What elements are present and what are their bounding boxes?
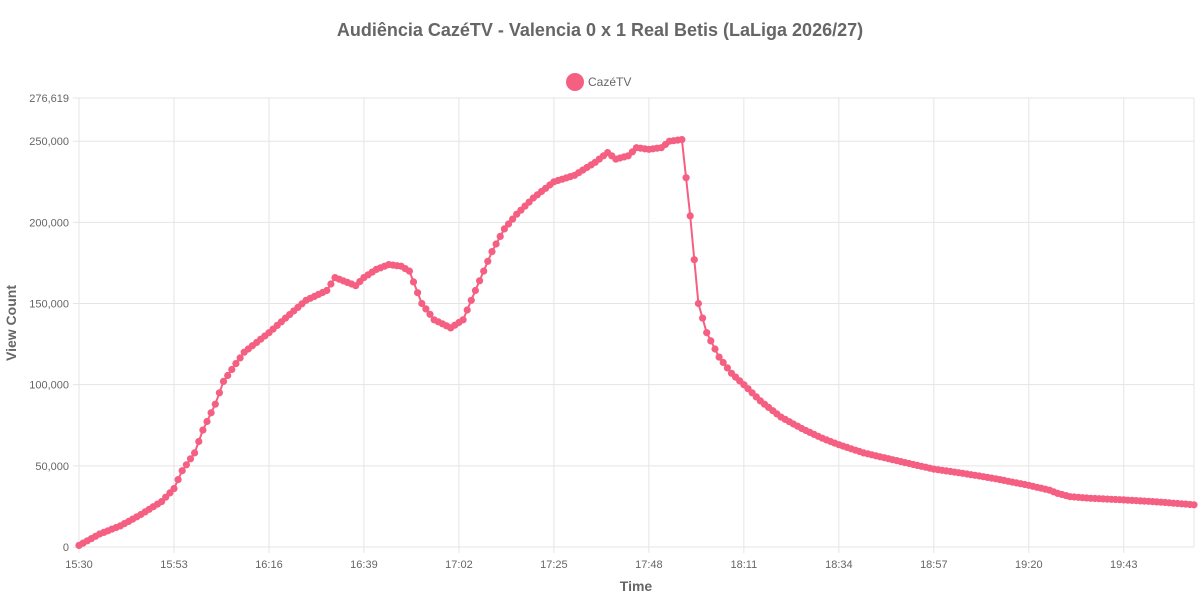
x-tick-label: 16:39: [350, 559, 378, 571]
data-point[interactable]: [686, 212, 694, 220]
x-tick-label: 18:34: [825, 559, 853, 571]
legend-marker: [566, 73, 584, 91]
x-tick-label: 17:02: [445, 559, 473, 571]
x-tick-label: 18:57: [920, 559, 948, 571]
x-tick-label: 15:53: [160, 559, 188, 571]
data-point[interactable]: [484, 257, 492, 265]
data-point[interactable]: [496, 232, 504, 240]
y-tick-label: 0: [63, 542, 69, 554]
data-point[interactable]: [459, 316, 467, 324]
data-point[interactable]: [199, 426, 207, 434]
data-point[interactable]: [723, 364, 732, 372]
data-point[interactable]: [418, 299, 426, 308]
y-tick-label: 50,000: [35, 461, 69, 473]
data-point[interactable]: [211, 400, 219, 408]
data-point[interactable]: [327, 280, 335, 288]
x-tick-label: 15:30: [65, 559, 93, 571]
data-point[interactable]: [707, 337, 715, 345]
x-tick-label: 16:16: [255, 559, 283, 571]
data-point[interactable]: [1190, 501, 1198, 509]
y-axis-title: View Count: [3, 285, 19, 361]
data-point[interactable]: [422, 305, 430, 313]
data-point[interactable]: [178, 467, 186, 475]
legend[interactable]: CazéTV: [566, 73, 631, 91]
data-point[interactable]: [224, 371, 232, 380]
x-tick-label: 19:43: [1110, 559, 1138, 571]
data-point[interactable]: [215, 389, 223, 397]
data-point[interactable]: [170, 485, 178, 493]
data-point[interactable]: [409, 278, 418, 286]
y-tick-label: 250,000: [29, 136, 69, 148]
data-point[interactable]: [463, 306, 471, 314]
data-point[interactable]: [467, 296, 475, 304]
data-point[interactable]: [694, 299, 703, 308]
y-tick-label: 150,000: [29, 299, 69, 311]
data-point[interactable]: [232, 360, 240, 368]
data-point[interactable]: [678, 136, 686, 144]
data-point[interactable]: [405, 267, 413, 275]
data-point[interactable]: [715, 353, 723, 361]
data-point[interactable]: [471, 286, 479, 295]
data-point[interactable]: [191, 449, 199, 457]
x-axis-ticks: 15:30 15:53 16:16 16:39 17:02 17:25 17:48 18:11…: [65, 559, 1137, 571]
chart-title: Audiência CazéTV - Valencia 0 x 1 Real B…: [337, 20, 863, 40]
data-point[interactable]: [699, 314, 707, 322]
data-point[interactable]: [476, 277, 484, 285]
data-point[interactable]: [500, 225, 508, 233]
x-tick-label: 19:20: [1015, 559, 1043, 571]
data-point[interactable]: [682, 174, 690, 182]
x-tick-label: 17:48: [635, 559, 663, 571]
data-point[interactable]: [719, 358, 727, 367]
x-axis-title: Time: [620, 578, 653, 594]
data-point[interactable]: [174, 476, 182, 484]
data-point[interactable]: [207, 409, 215, 417]
data-point[interactable]: [488, 248, 496, 256]
grid: [73, 97, 1195, 553]
data-point[interactable]: [508, 215, 517, 223]
y-tick-label: 276,619: [29, 93, 69, 105]
legend-label: CazéTV: [588, 75, 631, 89]
data-point[interactable]: [195, 437, 203, 446]
x-tick-label: 18:11: [731, 559, 758, 571]
series-group: [75, 136, 1198, 550]
y-tick-label: 200,000: [29, 217, 69, 229]
data-point[interactable]: [711, 345, 719, 353]
data-point[interactable]: [323, 286, 331, 295]
data-point[interactable]: [480, 267, 488, 275]
data-point[interactable]: [228, 365, 236, 374]
y-tick-label: 100,000: [29, 380, 69, 392]
data-point[interactable]: [414, 289, 422, 297]
data-point[interactable]: [426, 310, 434, 318]
data-point[interactable]: [504, 220, 513, 228]
data-point[interactable]: [186, 455, 195, 463]
data-point[interactable]: [219, 377, 228, 385]
x-tick-label: 17:25: [540, 559, 568, 571]
data-point[interactable]: [182, 461, 190, 469]
y-axis-ticks: 0 50,000 100,000 150,000 200,000 250,000 276,6…: [29, 93, 69, 554]
data-point[interactable]: [203, 417, 211, 426]
data-point[interactable]: [492, 240, 500, 248]
data-point[interactable]: [690, 256, 698, 264]
data-point[interactable]: [703, 329, 711, 337]
data-point[interactable]: [236, 354, 244, 362]
